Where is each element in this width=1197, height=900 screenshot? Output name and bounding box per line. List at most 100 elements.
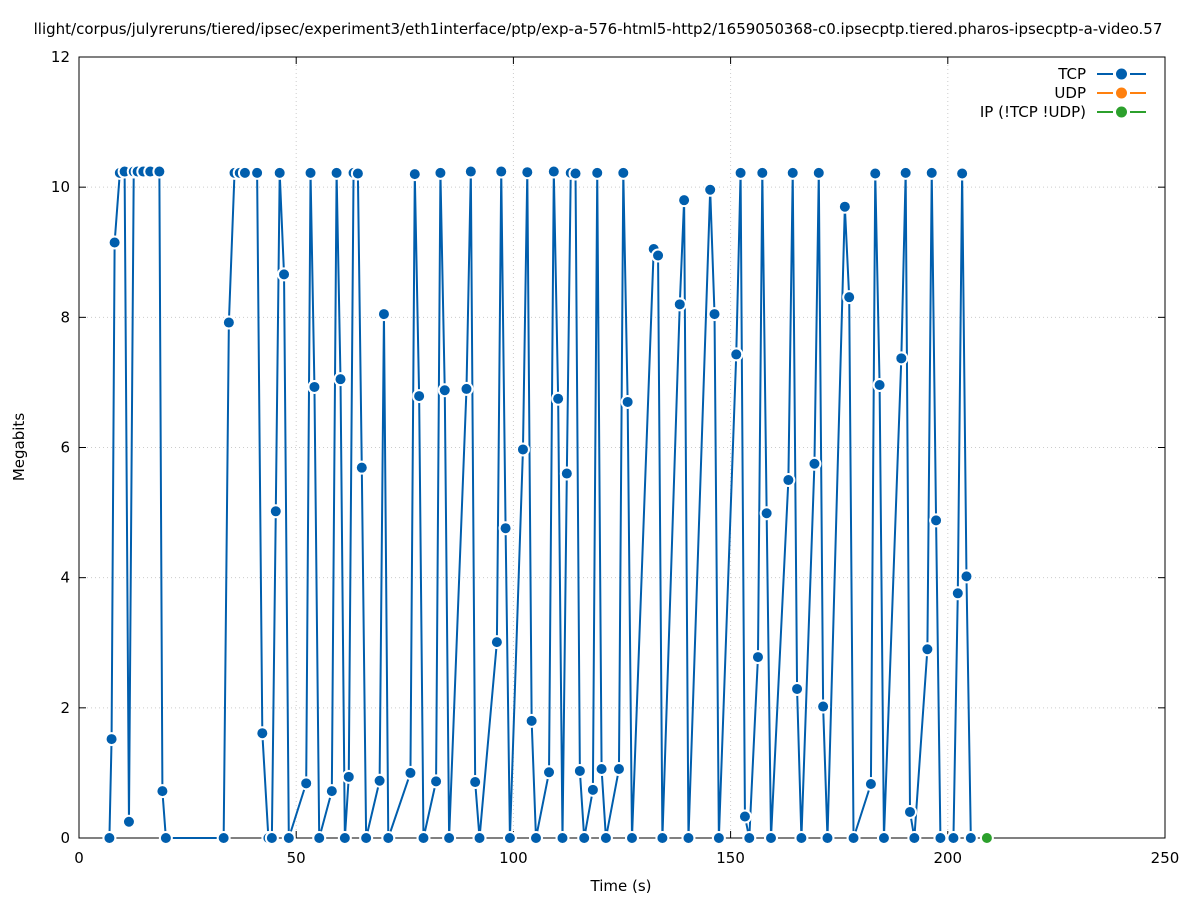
data-point (442, 831, 457, 845)
data-point (924, 165, 939, 180)
data-point (620, 394, 635, 409)
data-point (489, 635, 504, 650)
data-point (594, 762, 609, 777)
data-point (903, 804, 918, 819)
data-point (929, 513, 944, 528)
data-point (655, 831, 670, 845)
x-tick-label: 150 (716, 849, 745, 867)
data-point (376, 307, 391, 322)
data-point (898, 165, 913, 180)
data-point (272, 165, 287, 180)
y-tick-label: 6 (60, 439, 70, 457)
data-point (155, 784, 170, 799)
data-point (946, 831, 961, 845)
data-point (559, 466, 574, 481)
data-point (520, 165, 535, 180)
y-tick-label: 8 (60, 308, 70, 326)
data-point (624, 831, 639, 845)
chart-title: llight/corpus/julyreruns/tiered/ipsec/ex… (34, 20, 1163, 38)
data-point (568, 166, 583, 181)
data-point (502, 831, 517, 845)
data-point (737, 809, 752, 824)
data-point (268, 504, 283, 519)
data-point (585, 782, 600, 797)
data-point (463, 164, 478, 179)
data-point (816, 699, 831, 714)
series-line-0 (108, 170, 972, 839)
series-layer (102, 164, 994, 845)
data-point (763, 831, 778, 845)
data-point (820, 831, 835, 845)
data-point (907, 831, 922, 845)
data-point (216, 831, 231, 845)
data-point (781, 473, 796, 488)
data-point (794, 831, 809, 845)
y-tick-label: 2 (60, 699, 70, 717)
legend-label: TCP (1057, 65, 1086, 83)
data-point (307, 379, 322, 394)
data-point (863, 776, 878, 791)
data-point (933, 831, 948, 845)
data-point (611, 762, 626, 777)
data-point (616, 165, 631, 180)
data-point (312, 831, 327, 845)
data-point (785, 165, 800, 180)
data-point (303, 165, 318, 180)
data-point (651, 248, 666, 263)
data-point (598, 831, 613, 845)
data-point (542, 765, 557, 780)
data-point (572, 763, 587, 778)
data-point (811, 165, 826, 180)
data-point (354, 460, 369, 475)
data-point (672, 297, 687, 312)
legend-marker (1115, 86, 1128, 100)
legend-marker (1115, 67, 1128, 81)
x-tick-label: 200 (933, 849, 962, 867)
data-point (707, 307, 722, 322)
data-point (264, 831, 279, 845)
data-point (876, 831, 891, 845)
data-point (515, 442, 530, 457)
data-point (920, 642, 935, 657)
axis-ticks: 0 50 100 150 200 250 0 2 4 6 8 10 12 (51, 48, 1179, 867)
data-point (494, 164, 509, 179)
data-point (807, 456, 822, 471)
data-point (416, 831, 431, 845)
data-point (468, 775, 483, 790)
data-point (102, 831, 117, 845)
data-point (412, 389, 427, 404)
x-tick-label: 50 (287, 849, 306, 867)
data-point (590, 165, 605, 180)
data-point (837, 199, 852, 214)
data-point (868, 166, 883, 181)
data-point (498, 521, 513, 536)
data-point (894, 351, 909, 366)
data-point (281, 831, 296, 845)
legend-label: IP (!TCP !UDP) (980, 103, 1086, 121)
data-point (742, 831, 757, 845)
x-tick-label: 250 (1151, 849, 1180, 867)
data-point (729, 347, 744, 362)
data-point (255, 726, 270, 741)
data-point (950, 586, 965, 601)
data-point (407, 167, 422, 182)
data-point (433, 165, 448, 180)
data-point (681, 831, 696, 845)
data-point (846, 831, 861, 845)
y-tick-label: 10 (51, 178, 70, 196)
data-point (324, 784, 339, 799)
data-point (555, 831, 570, 845)
data-point (250, 165, 265, 180)
data-point (337, 831, 352, 845)
data-point (963, 831, 978, 845)
data-point (381, 831, 396, 845)
data-point (459, 381, 474, 396)
data-point (359, 831, 374, 845)
y-tick-label: 0 (60, 829, 70, 847)
data-point (979, 831, 994, 845)
data-point (437, 383, 452, 398)
y-tick-label: 4 (60, 569, 70, 587)
y-tick-label: 12 (51, 48, 70, 66)
